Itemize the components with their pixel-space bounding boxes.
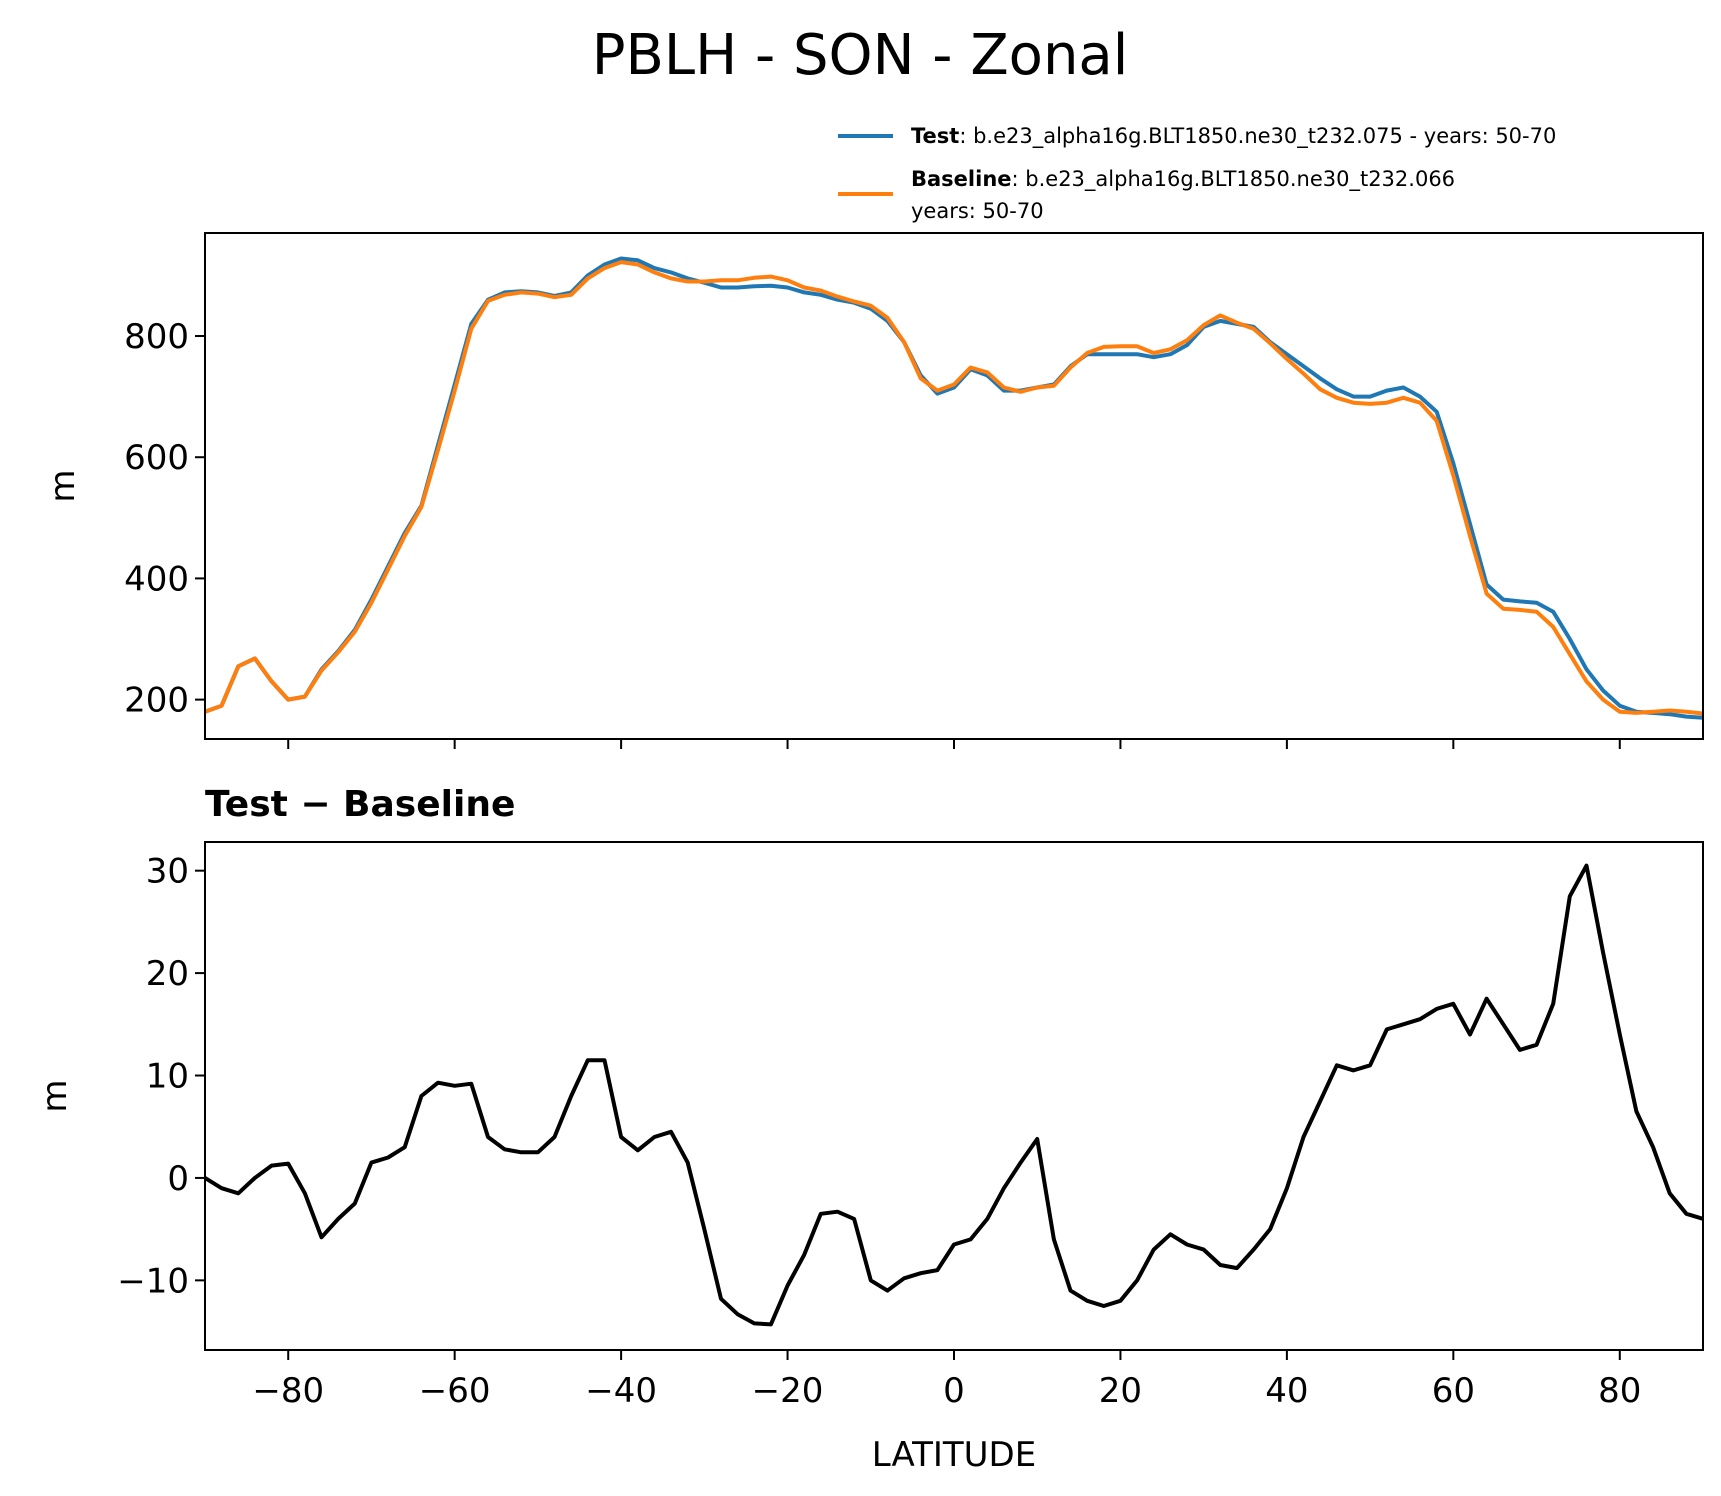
xtick-label: −80 xyxy=(252,1371,324,1411)
xtick-label: 20 xyxy=(1099,1371,1142,1411)
xtick-label: 40 xyxy=(1265,1371,1308,1411)
ytick-label: −10 xyxy=(117,1261,189,1301)
xtick-label: −20 xyxy=(752,1371,824,1411)
bottom-panel-title: Test − Baseline xyxy=(205,784,515,825)
ytick-label: 400 xyxy=(124,559,189,599)
xtick-label: 60 xyxy=(1432,1371,1475,1411)
ytick-label: 600 xyxy=(124,438,189,478)
xtick-label: −40 xyxy=(585,1371,657,1411)
top-panel-ylabel: m xyxy=(43,469,83,502)
bottom-panel-frame xyxy=(204,841,1704,1351)
bottom-panel-xlabel: LATITUDE xyxy=(872,1435,1036,1475)
legend-label-baseline-bold: Baseline xyxy=(911,167,1012,191)
figure-title: PBLH - SON - Zonal xyxy=(592,23,1129,88)
xtick-label: 0 xyxy=(943,1371,965,1411)
ytick-label: 10 xyxy=(146,1057,189,1097)
ytick-label: 800 xyxy=(124,317,189,357)
top-panel: 200 400 600 800 m xyxy=(43,232,1704,749)
xtick-label: −60 xyxy=(419,1371,491,1411)
bottom-panel-ylabel: m xyxy=(35,1079,75,1112)
legend-label-test: Test: b.e23_alpha16g.BLT1850.ne30_t232.0… xyxy=(911,124,1556,149)
series-line-difference xyxy=(205,863,1703,1327)
bottom-panel-ticks: −10 0 10 20 30 −80 −60 −40 −20 0 20 40 60 80 xyxy=(117,852,1641,1411)
legend-label-baseline: Baseline: b.e23_alpha16g.BLT1850.ne30_t2… xyxy=(911,167,1455,192)
ytick-label: 30 xyxy=(146,852,189,892)
legend-label-baseline-rest: : b.e23_alpha16g.BLT1850.ne30_t232.066 xyxy=(1012,167,1456,192)
bottom-panel-lines xyxy=(205,863,1703,1327)
series-line-baseline xyxy=(205,260,1703,716)
legend-label-baseline-line2: years: 50-70 xyxy=(911,199,1044,223)
ytick-label: 0 xyxy=(167,1159,189,1199)
ytick-label: 20 xyxy=(146,954,189,994)
ytick-label: 200 xyxy=(124,681,189,721)
top-panel-ticks: 200 400 600 800 xyxy=(124,317,1621,749)
legend-label-test-bold: Test xyxy=(911,124,959,148)
bottom-panel: Test − Baseline −10 0 10 20 30 −80 −60 −40 −20 0 2… xyxy=(35,784,1704,1475)
legend-label-test-rest: : b.e23_alpha16g.BLT1850.ne30_t232.075 -… xyxy=(959,124,1556,149)
top-panel-frame xyxy=(204,232,1704,740)
xtick-label: 80 xyxy=(1598,1371,1641,1411)
top-panel-lines xyxy=(205,256,1703,720)
series-line-test xyxy=(205,256,1703,720)
legend: Test: b.e23_alpha16g.BLT1850.ne30_t232.0… xyxy=(838,124,1556,223)
